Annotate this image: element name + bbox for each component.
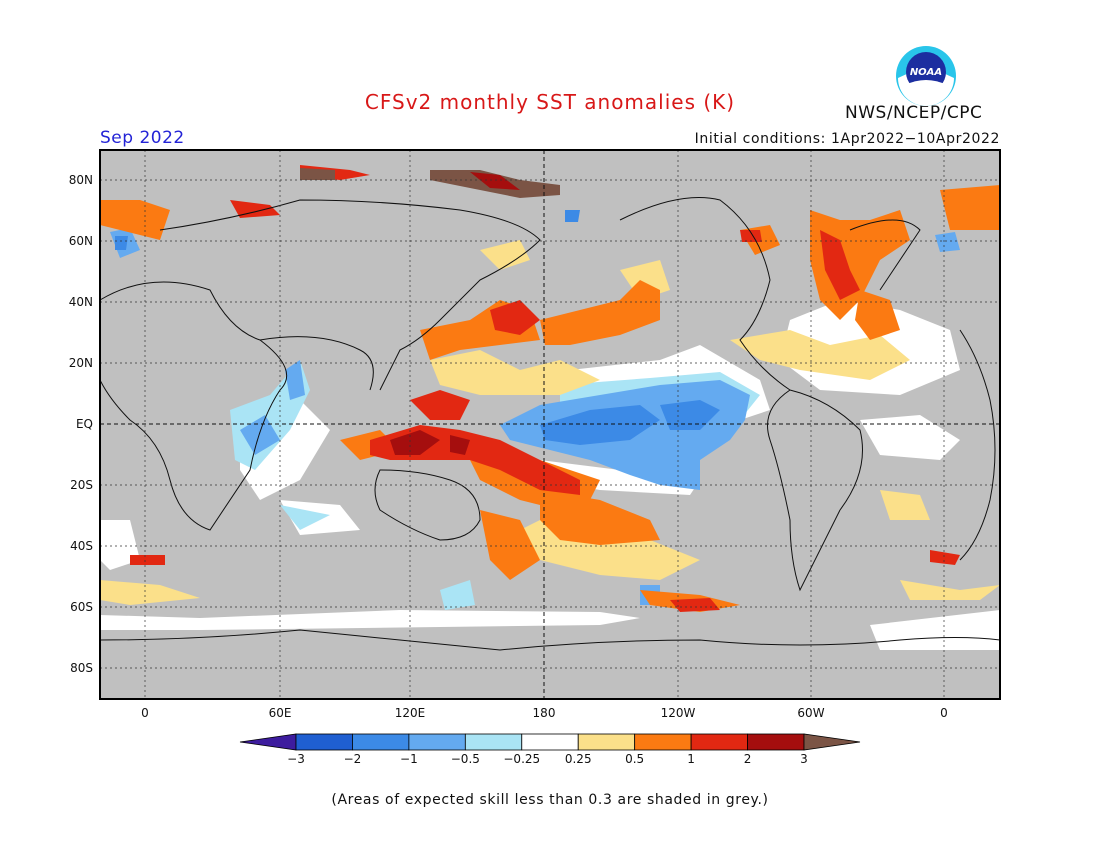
colorbar-swatch [464,733,523,751]
colorbar-tick-label: −0.5 [451,752,480,766]
continent-outlines [99,197,1001,651]
positive-anomaly-regions [100,185,1000,612]
colorbar-tick-label: 2 [744,752,752,766]
colorbar: −3 −2 −1 −0.5 −0.25 0.25 0.5 1 2 3 [239,733,861,766]
lat-lon-grid [100,150,1000,699]
longitude-labels: 0 60E 120E 180 120W 60W 0 [141,706,948,720]
stronger-negative-regions [115,210,720,445]
colorbar-tick-label: 0.25 [565,752,592,766]
colorbar-swatch [690,733,748,751]
lat-label: 20S [70,478,93,492]
chart-title: CFSv2 monthly SST anomalies (K) [364,90,736,114]
lat-label: 40S [70,539,93,553]
lat-label: 80S [70,661,93,675]
colorbar-min-arrow [239,733,297,751]
map-frame [99,149,1001,700]
lat-label: 80N [69,173,93,187]
forecast-period: Sep 2022 [100,128,185,148]
colorbar-tick-label: 1 [687,752,695,766]
skill-footnote: (Areas of expected skill less than 0.3 a… [331,792,769,808]
colorbar-max-arrow [803,733,861,751]
colorbar-tick-label: −1 [400,752,418,766]
agency-label: NWS/NCEP/CPC [845,103,983,123]
lat-label: 20N [69,356,93,370]
lat-label: 40N [69,295,93,309]
noaa-logo: NOAA [896,46,956,106]
colorbar-tick-label: 0.5 [625,752,644,766]
slight-positive-regions [100,240,1000,605]
extreme-positive-regions [300,168,560,455]
lon-label: 0 [141,706,149,720]
lon-label: 60E [269,706,292,720]
lat-label: EQ [76,417,93,431]
colorbar-swatch [634,733,692,751]
initial-conditions: Initial conditions: 1Apr2022−10Apr2022 [694,131,1000,147]
lon-label: 180 [533,706,556,720]
lon-label: 0 [940,706,948,720]
colorbar-swatch [521,733,579,751]
lat-label: 60N [69,234,93,248]
lat-label: 60S [70,600,93,614]
svg-text:NOAA: NOAA [910,67,942,78]
colorbar-tick-label: −0.25 [503,752,540,766]
colorbar-swatch [352,733,410,751]
latitude-labels: 80N 60N 40N 20N EQ 20S 40S 60S 80S [69,173,93,675]
lon-label: 120E [395,706,426,720]
colorbar-swatch [408,733,466,751]
reference-lines [100,150,1000,699]
lon-label: 60W [797,706,824,720]
colorbar-tick-label: 3 [800,752,808,766]
lon-label: 120W [661,706,696,720]
colorbar-tick-label: −2 [344,752,362,766]
colorbar-tick-label: −3 [287,752,305,766]
colorbar-swatch [295,733,353,751]
colorbar-swatch [747,733,805,751]
colorbar-swatch [577,733,636,751]
